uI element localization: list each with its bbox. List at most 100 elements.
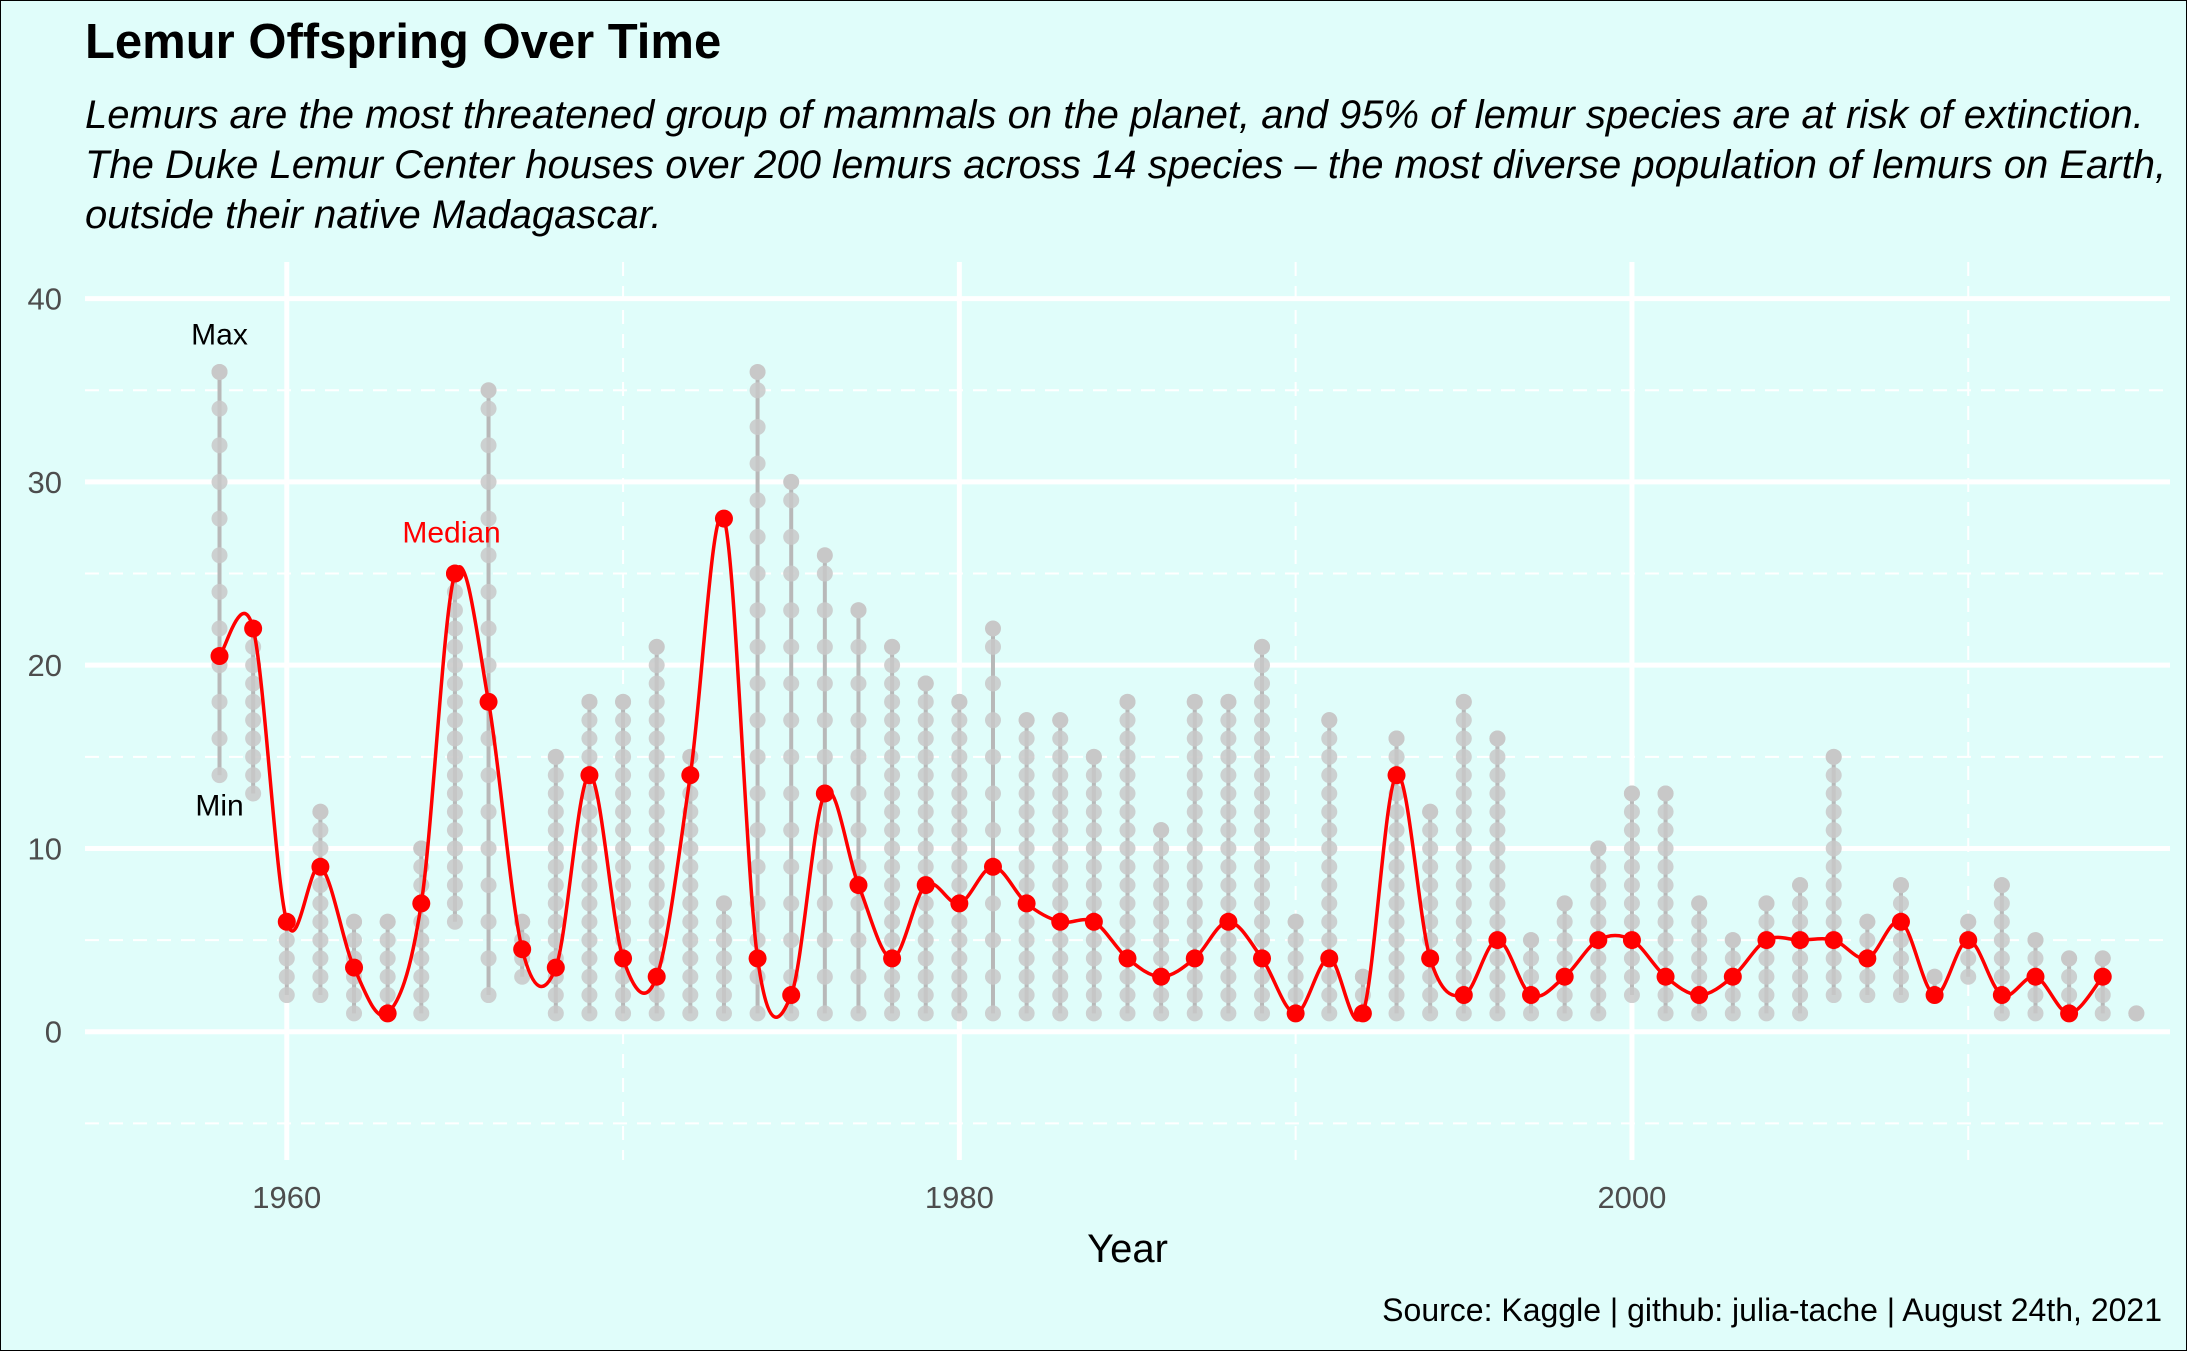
- range-point: [2027, 950, 2044, 967]
- range-point: [346, 932, 363, 949]
- range-max-point: [1489, 730, 1506, 747]
- range-point: [1254, 895, 1271, 912]
- range-point: [1254, 858, 1271, 875]
- range-point: [1489, 785, 1506, 802]
- range-max-point: [379, 913, 396, 930]
- range-point: [1287, 987, 1304, 1004]
- range-point: [1186, 748, 1203, 765]
- range-point: [1523, 1005, 1540, 1022]
- range-max-point: [1388, 730, 1405, 747]
- median-point: [1992, 986, 2011, 1005]
- range-point: [1321, 1005, 1338, 1022]
- range-point: [648, 840, 665, 857]
- range-point: [1085, 987, 1102, 1004]
- range-point: [1388, 858, 1405, 875]
- range-point: [648, 785, 665, 802]
- median-point: [1084, 912, 1103, 931]
- median-point: [916, 876, 935, 895]
- range-point: [1220, 730, 1237, 747]
- range-point: [1186, 785, 1203, 802]
- range-point: [917, 693, 934, 710]
- range-max-point: [1892, 877, 1909, 894]
- range-point: [648, 675, 665, 692]
- range-point: [749, 858, 766, 875]
- range-point: [1220, 785, 1237, 802]
- median-point: [983, 857, 1002, 876]
- range-point: [1220, 840, 1237, 857]
- range-point: [951, 822, 968, 839]
- range-point: [951, 785, 968, 802]
- range-point: [1254, 675, 1271, 692]
- range-point: [581, 877, 598, 894]
- range-max-point: [884, 638, 901, 655]
- range-point: [2027, 1005, 2044, 1022]
- range-point: [917, 822, 934, 839]
- range-point: [1321, 987, 1338, 1004]
- range-point: [1691, 968, 1708, 985]
- range-point: [1321, 913, 1338, 930]
- range-point: [211, 547, 228, 564]
- range-point: [1455, 950, 1472, 967]
- range-max-point: [1960, 913, 1977, 930]
- median-point: [1656, 967, 1675, 986]
- range-point: [1993, 895, 2010, 912]
- range-point: [1388, 913, 1405, 930]
- range-point: [648, 987, 665, 1004]
- median-point: [748, 949, 767, 968]
- median-point: [647, 967, 666, 986]
- range-point: [1018, 840, 1035, 857]
- range-point: [1220, 712, 1237, 729]
- median-point: [1320, 949, 1339, 968]
- range-point: [1623, 822, 1640, 839]
- median-point: [1253, 949, 1272, 968]
- range-point: [278, 987, 295, 1004]
- range-point: [715, 987, 732, 1004]
- range-point: [245, 748, 262, 765]
- range-point: [816, 712, 833, 729]
- range-point: [1657, 858, 1674, 875]
- range-point: [1085, 895, 1102, 912]
- range-point: [1018, 785, 1035, 802]
- range-point: [1388, 840, 1405, 857]
- range-point: [984, 638, 1001, 655]
- range-point: [245, 730, 262, 747]
- range-point: [1153, 987, 1170, 1004]
- range-max-point: [2128, 1005, 2145, 1022]
- range-point: [1455, 895, 1472, 912]
- range-point: [581, 932, 598, 949]
- range-point: [581, 840, 598, 857]
- range-point: [514, 968, 531, 985]
- range-point: [1321, 858, 1338, 875]
- range-point: [1422, 1005, 1439, 1022]
- range-point: [1119, 877, 1136, 894]
- range-point: [615, 895, 632, 912]
- range-point: [648, 767, 665, 784]
- range-point: [816, 565, 833, 582]
- range-point: [446, 858, 463, 875]
- range-point: [984, 968, 1001, 985]
- range-point: [1388, 895, 1405, 912]
- range-point: [1052, 840, 1069, 857]
- y-tick-label: 10: [28, 831, 62, 866]
- range-point: [1556, 932, 1573, 949]
- chart-subtitle: Lemurs are the most threatened group of …: [85, 93, 2167, 237]
- median-point: [1017, 894, 1036, 913]
- range-point: [917, 712, 934, 729]
- range-point: [783, 932, 800, 949]
- range-point: [1489, 950, 1506, 967]
- range-point: [884, 932, 901, 949]
- range-point: [1018, 748, 1035, 765]
- range-point: [446, 895, 463, 912]
- range-point: [446, 638, 463, 655]
- range-max-point: [1993, 877, 2010, 894]
- range-point: [245, 693, 262, 710]
- range-point: [581, 748, 598, 765]
- range-point: [446, 730, 463, 747]
- range-point: [682, 1005, 699, 1022]
- range-point: [1321, 932, 1338, 949]
- range-point: [984, 712, 1001, 729]
- range-point: [951, 748, 968, 765]
- range-point: [480, 803, 497, 820]
- range-point: [1892, 987, 1909, 1004]
- range-point: [581, 712, 598, 729]
